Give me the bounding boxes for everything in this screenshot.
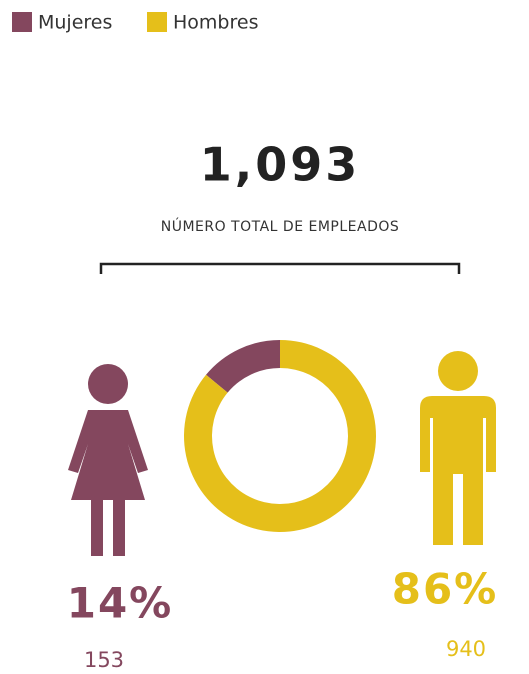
bracket [99,262,461,274]
subtitle: NÚMERO TOTAL DE EMPLEADOS [161,217,400,235]
legend-label: Hombres [173,12,258,34]
percent-label: 14% [67,579,174,628]
donut-slice [206,340,280,393]
count-label: 940 [446,637,486,661]
legend-label: Mujeres [38,12,112,34]
total: 1,093 [200,138,361,192]
female-icon [68,364,148,556]
male-icon [420,351,496,545]
percent-label: 86% [392,565,499,614]
legend-swatch [12,12,32,32]
legend-swatch [147,12,167,32]
count-label: 153 [84,648,124,672]
